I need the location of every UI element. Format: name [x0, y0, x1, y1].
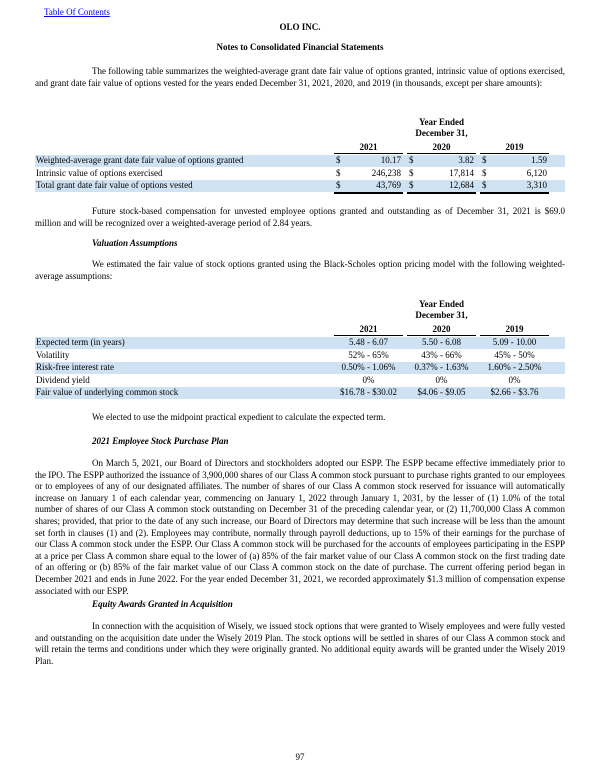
total-rule: [407, 192, 476, 194]
row-label: Fair value of underlying common stock: [36, 387, 179, 397]
row-label: Risk-free interest rate: [36, 362, 114, 372]
row-label: Intrinsic value of options exercised: [36, 167, 163, 178]
cell: 246,238: [371, 167, 401, 178]
cell: 0%: [435, 374, 448, 385]
row-shade: [35, 155, 565, 167]
cell: $16.78 - $30.02: [340, 387, 397, 397]
currency: $: [336, 155, 341, 165]
header-rule: [334, 153, 403, 154]
header-rule: [407, 153, 476, 154]
page-number: 97: [295, 752, 305, 762]
toc-link-text[interactable]: Table Of Contents: [44, 7, 110, 17]
year-header: 2019: [505, 324, 524, 334]
period-header: December 31,: [415, 310, 468, 320]
year-header: 2021: [359, 142, 378, 152]
cell: 0%: [508, 374, 521, 385]
currency: $: [336, 180, 341, 190]
heading: Equity Awards Granted in Acquisition: [92, 599, 233, 609]
section-title: Notes to Consolidated Financial Statemen…: [216, 42, 384, 52]
currency: $: [409, 180, 414, 190]
paragraph: We elected to use the midpoint practical…: [92, 412, 386, 422]
currency: $: [482, 155, 487, 165]
currency: $: [482, 167, 487, 178]
cell: 1.59: [531, 155, 547, 165]
header-rule: [334, 335, 403, 336]
cell: 10.17: [380, 155, 401, 165]
toc-link[interactable]: Table Of Contents: [44, 7, 110, 19]
header-rule: [480, 335, 549, 336]
cell: 0.37% - 1.63%: [414, 362, 469, 372]
paragraph: The following table summarizes the weigh…: [35, 66, 565, 88]
cell: $4.06 - $9.05: [417, 387, 466, 397]
period-header: December 31,: [415, 128, 468, 138]
currency: $: [336, 167, 341, 178]
cell: 3,310: [526, 180, 547, 190]
cell: 3.82: [458, 155, 474, 165]
cell: 43% - 66%: [421, 349, 462, 360]
row-label: Volatility: [36, 349, 70, 360]
period-header: Year Ended: [418, 117, 465, 127]
currency: $: [409, 155, 414, 165]
paragraph: In connection with the acquisition of Wi…: [35, 621, 565, 666]
paragraph: On March 5, 2021, our Board of Directors…: [35, 458, 565, 596]
row-label: Dividend yield: [36, 374, 90, 385]
currency: $: [482, 180, 487, 190]
paragraph: We estimated the fair value of stock opt…: [35, 259, 565, 281]
row-shade: [35, 362, 565, 374]
cell: 43,769: [376, 180, 401, 190]
period-header: Year Ended: [418, 299, 465, 309]
cell: 17,814: [449, 167, 474, 178]
cell: 12,684: [449, 180, 474, 190]
cell: 5.09 - 10.00: [492, 337, 537, 347]
row-shade: [35, 337, 565, 349]
row-shade: [35, 387, 565, 399]
cell: 6,120: [526, 167, 547, 178]
header-rule: [480, 153, 549, 154]
cell: 0%: [362, 374, 375, 385]
year-header: 2020: [432, 142, 451, 152]
heading: Valuation Assumptions: [92, 238, 178, 248]
year-header: 2019: [505, 142, 524, 152]
company: OLO INC.: [279, 22, 321, 32]
row-label: Weighted-average grant date fair value o…: [36, 155, 244, 165]
cell: 5.50 - 6.08: [422, 337, 461, 347]
year-header: 2021: [359, 324, 378, 334]
cell: 5.48 - 6.07: [349, 337, 388, 347]
year-header: 2020: [432, 324, 451, 334]
row-label: Total grant date fair value of options v…: [36, 180, 193, 190]
currency: $: [409, 167, 414, 178]
cell: 0.50% - 1.06%: [341, 362, 396, 372]
header-rule: [407, 335, 476, 336]
total-rule: [480, 192, 549, 194]
heading: 2021 Employee Stock Purchase Plan: [92, 436, 229, 446]
cell: 45% - 50%: [494, 349, 535, 360]
paragraph: Future stock-based compensation for unve…: [35, 206, 565, 228]
cell: 52% - 65%: [348, 349, 389, 360]
row-label: Expected term (in years): [36, 337, 125, 347]
cell: 1.60% - 2.50%: [487, 362, 542, 372]
cell: $2.66 - $3.76: [490, 387, 539, 397]
row-shade: [35, 180, 565, 192]
total-rule: [334, 192, 403, 194]
